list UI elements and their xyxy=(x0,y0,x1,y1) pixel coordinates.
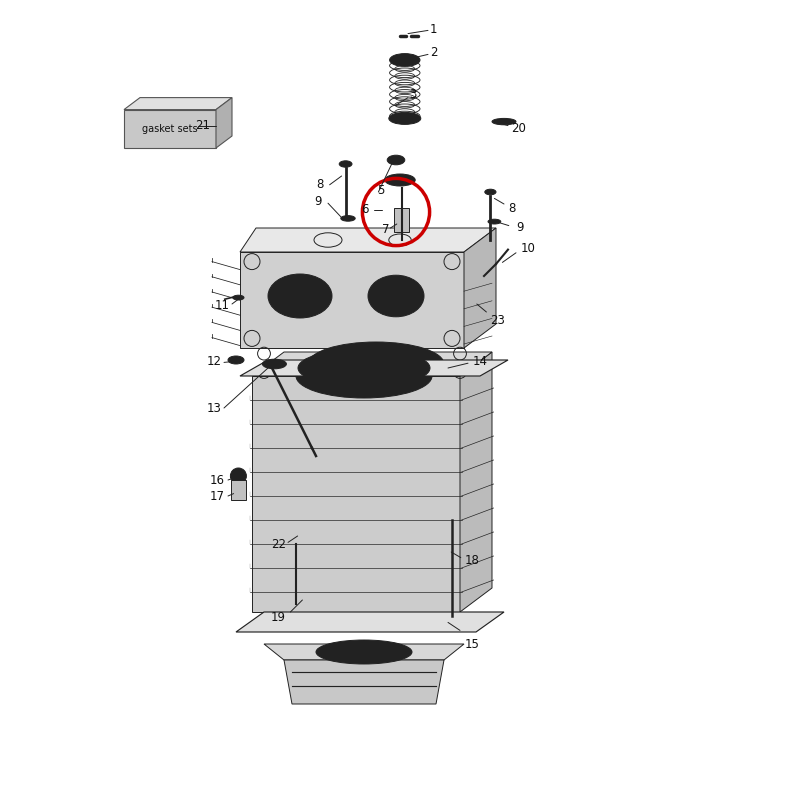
Ellipse shape xyxy=(262,359,286,369)
Text: 6: 6 xyxy=(361,203,369,216)
Text: 1: 1 xyxy=(430,23,438,36)
Polygon shape xyxy=(240,360,508,376)
Text: 17: 17 xyxy=(210,490,225,502)
Text: 22: 22 xyxy=(271,538,286,550)
Ellipse shape xyxy=(298,349,430,387)
Text: 3: 3 xyxy=(409,88,417,101)
Ellipse shape xyxy=(339,161,352,167)
Text: 19: 19 xyxy=(271,611,286,624)
Ellipse shape xyxy=(233,295,244,300)
Ellipse shape xyxy=(341,215,355,221)
Ellipse shape xyxy=(316,640,412,664)
Ellipse shape xyxy=(268,274,332,318)
Text: 12: 12 xyxy=(207,355,222,368)
Text: 13: 13 xyxy=(207,402,222,414)
Polygon shape xyxy=(240,228,496,252)
Text: gasket sets: gasket sets xyxy=(142,124,198,134)
Text: 10: 10 xyxy=(521,242,535,254)
Polygon shape xyxy=(264,644,464,660)
Text: 20: 20 xyxy=(511,122,526,134)
Text: 8: 8 xyxy=(508,202,516,214)
Polygon shape xyxy=(124,98,232,110)
Bar xyxy=(394,208,409,232)
Polygon shape xyxy=(464,228,496,348)
Text: 23: 23 xyxy=(490,314,505,326)
Ellipse shape xyxy=(228,356,244,364)
Text: 9: 9 xyxy=(314,195,322,208)
Ellipse shape xyxy=(488,219,501,224)
Ellipse shape xyxy=(368,275,424,317)
Polygon shape xyxy=(216,98,232,148)
Text: 18: 18 xyxy=(465,554,479,566)
Ellipse shape xyxy=(389,112,421,124)
Polygon shape xyxy=(284,660,444,704)
Polygon shape xyxy=(460,352,492,612)
Polygon shape xyxy=(252,376,460,612)
Text: 9: 9 xyxy=(516,221,524,234)
Text: 15: 15 xyxy=(465,638,479,650)
Ellipse shape xyxy=(485,190,496,194)
Circle shape xyxy=(230,468,246,484)
Ellipse shape xyxy=(498,120,510,123)
Text: 2: 2 xyxy=(430,46,438,58)
Polygon shape xyxy=(252,352,492,376)
Polygon shape xyxy=(124,110,216,148)
Ellipse shape xyxy=(390,54,420,66)
Text: 21: 21 xyxy=(195,119,210,132)
Ellipse shape xyxy=(492,118,516,125)
Ellipse shape xyxy=(387,155,405,165)
Ellipse shape xyxy=(296,354,432,398)
Text: 7: 7 xyxy=(382,223,390,236)
Ellipse shape xyxy=(312,360,416,392)
Text: 16: 16 xyxy=(210,474,225,486)
Text: 5: 5 xyxy=(377,184,385,197)
Text: 11: 11 xyxy=(215,299,230,312)
Polygon shape xyxy=(240,252,464,348)
Ellipse shape xyxy=(308,342,444,386)
Text: 14: 14 xyxy=(473,355,487,368)
Text: 8: 8 xyxy=(316,178,324,191)
Polygon shape xyxy=(236,612,504,632)
Ellipse shape xyxy=(385,174,415,186)
Bar xyxy=(231,480,246,500)
